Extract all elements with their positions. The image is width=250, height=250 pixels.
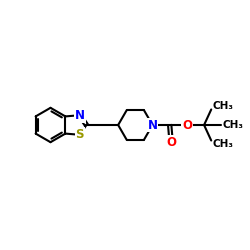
Text: S: S	[76, 128, 84, 141]
Text: O: O	[182, 118, 192, 132]
Text: CH₃: CH₃	[213, 102, 234, 112]
Text: CH₃: CH₃	[223, 120, 244, 130]
Text: N: N	[75, 109, 85, 122]
Text: N: N	[148, 118, 158, 132]
Text: O: O	[166, 136, 176, 149]
Text: CH₃: CH₃	[213, 138, 234, 148]
